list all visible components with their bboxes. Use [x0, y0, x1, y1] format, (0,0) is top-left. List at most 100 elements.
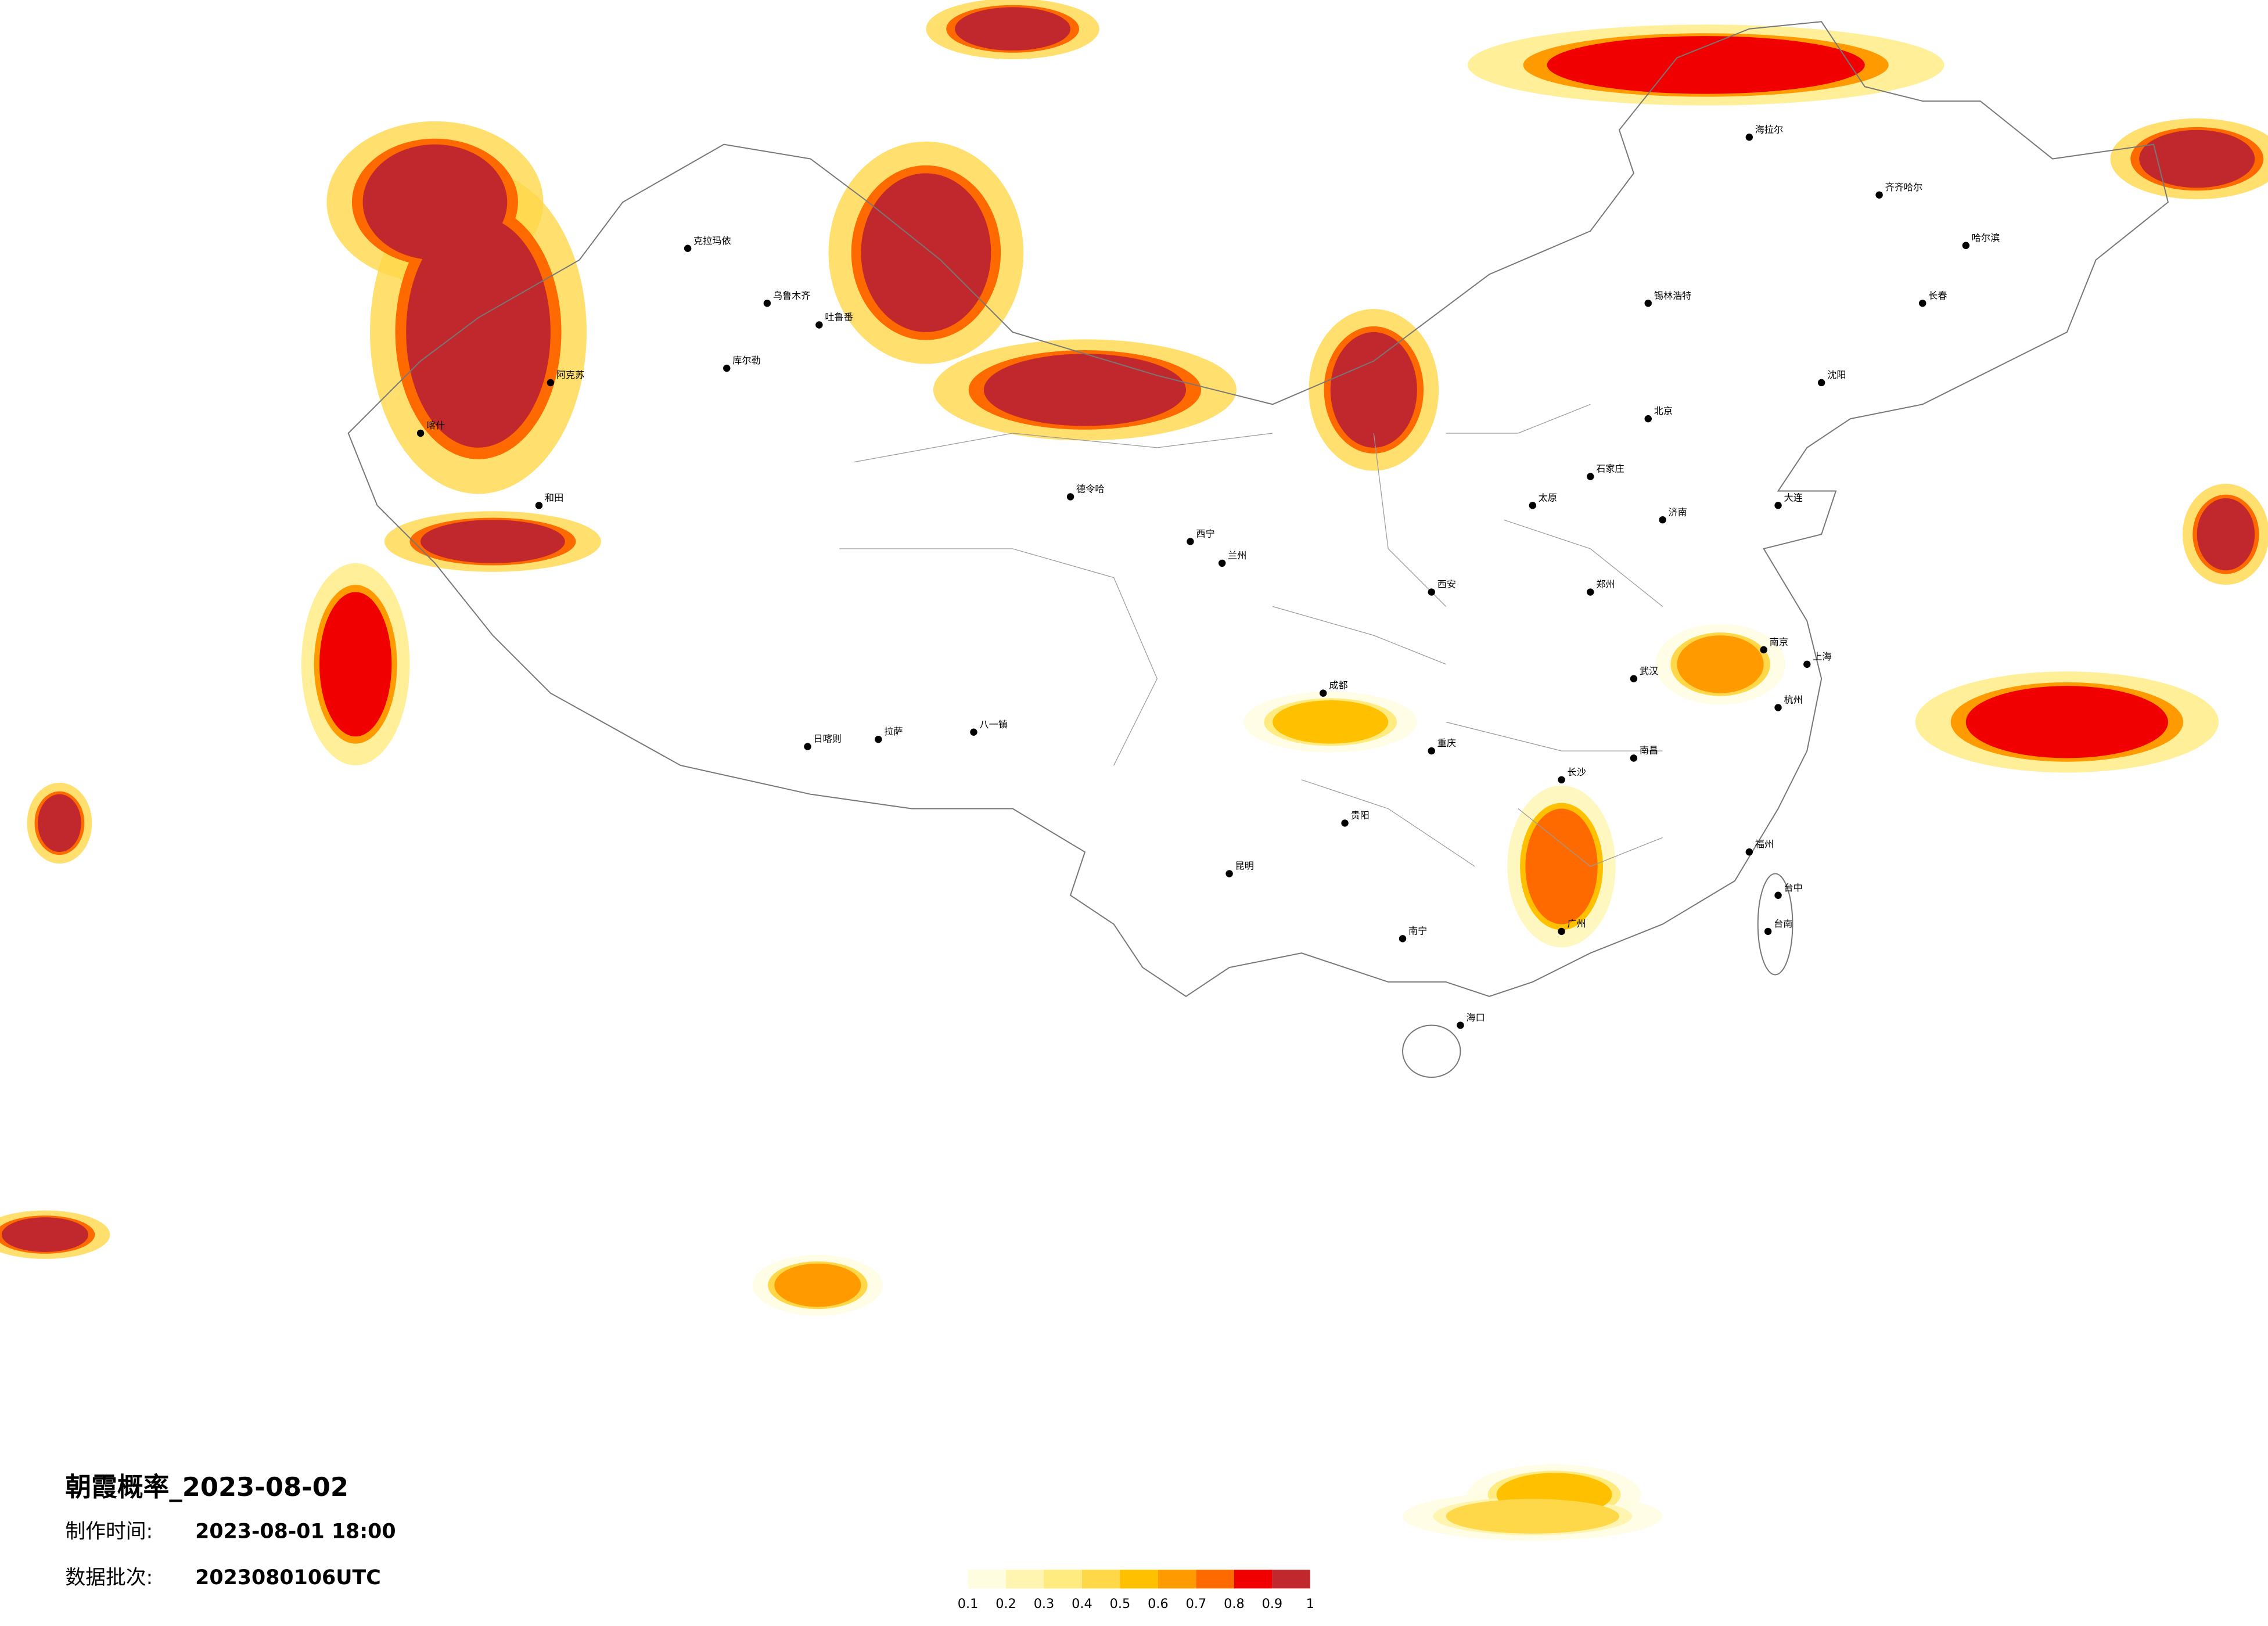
city-dot [1225, 870, 1233, 877]
city-dot [1341, 819, 1349, 827]
city-label: 哈尔滨 [1972, 232, 2000, 243]
city-label: 南宁 [1408, 925, 1427, 936]
city-label: 石家庄 [1596, 463, 1624, 474]
heat-core [774, 1263, 861, 1307]
city-label: 广州 [1568, 918, 1586, 929]
city-dot [1919, 299, 1926, 307]
city-label: 台中 [1784, 882, 1803, 893]
legend-swatch [1272, 1570, 1310, 1589]
city-label: 日喀则 [813, 733, 841, 744]
city-label: 海口 [1466, 1012, 1485, 1023]
city-label: 齐齐哈尔 [1885, 182, 1923, 193]
city-label: 重庆 [1437, 738, 1456, 749]
legend-tick-label: 0.3 [1034, 1596, 1055, 1611]
legend-swatch [1196, 1570, 1234, 1589]
city-dot [1760, 646, 1767, 654]
city-label: 贵阳 [1351, 810, 1370, 821]
city-label: 济南 [1669, 506, 1687, 517]
heat-core [1525, 808, 1598, 924]
legend-tick-label: 0.5 [1110, 1596, 1131, 1611]
city-dot [1764, 927, 1772, 936]
batch-label: 数据批次: [65, 1566, 153, 1589]
map-title: 朝霞概率_2023-08-02 [65, 1472, 348, 1502]
city-dot [1659, 516, 1666, 524]
city-dot [1774, 704, 1782, 711]
city-dot [547, 379, 555, 387]
legend-swatch [1234, 1570, 1273, 1589]
city-dot [535, 502, 543, 509]
heat-core [319, 592, 392, 737]
city-dot [1962, 242, 1970, 249]
city-dot [1187, 538, 1194, 545]
heat-core [1273, 700, 1389, 744]
legend-tick-label: 0.1 [958, 1596, 979, 1611]
city-label: 锡林浩特 [1654, 290, 1692, 301]
city-label: 杭州 [1784, 695, 1803, 706]
legend-tick-label: 0.7 [1186, 1596, 1207, 1611]
city-dot [1745, 134, 1753, 141]
city-dot [1428, 588, 1435, 596]
city-dot [1630, 754, 1638, 762]
heat-layer [0, 0, 2268, 1541]
province-borders [839, 404, 1663, 867]
city-dot [804, 743, 811, 750]
city-label: 南京 [1770, 636, 1788, 647]
city-dot [815, 321, 823, 329]
heat-core [955, 7, 1071, 51]
city-dot [1320, 689, 1327, 697]
city-label: 台南 [1774, 918, 1792, 929]
heat-core [1547, 36, 1865, 94]
city-label: 福州 [1755, 839, 1774, 850]
city-dot [1218, 559, 1226, 567]
city-label: 兰州 [1228, 550, 1246, 561]
heat-core [861, 173, 991, 332]
city-label: 南昌 [1640, 745, 1658, 756]
city-dot [1644, 415, 1652, 423]
city-dot [416, 429, 425, 437]
city-dot [970, 728, 977, 736]
legend-tick-label: 1 [1306, 1596, 1314, 1611]
made-time: 2023-08-01 18:00 [195, 1520, 396, 1543]
taiwan [1757, 873, 1793, 976]
city-label: 拉萨 [884, 726, 903, 737]
heat-core [2197, 498, 2255, 571]
city-dot [1529, 502, 1537, 509]
city-dot [1587, 588, 1594, 596]
city-dot [1399, 935, 1407, 942]
legend-tick-label: 0.6 [1148, 1596, 1169, 1611]
city-label: 武汉 [1640, 665, 1658, 677]
city-label: 成都 [1329, 680, 1347, 691]
heat-core [983, 354, 1187, 426]
city-label: 阿克苏 [556, 369, 584, 380]
city-dot [1774, 502, 1782, 509]
legend-swatch [968, 1570, 1007, 1589]
heat-core [1677, 635, 1764, 693]
legend-swatch [1006, 1570, 1044, 1589]
city-label: 德令哈 [1076, 483, 1104, 494]
heat-core [1965, 686, 2168, 758]
heat-core [1330, 332, 1417, 448]
city-label: 库尔勒 [732, 355, 760, 366]
heat-core [38, 794, 81, 852]
city-dot [1630, 675, 1638, 682]
legend-swatch [1158, 1570, 1196, 1589]
batch: 2023080106UTC [195, 1566, 381, 1589]
legend-tick-label: 0.9 [1262, 1596, 1283, 1611]
city-dot [1774, 891, 1782, 899]
city-label: 喀什 [426, 420, 445, 431]
city-dot [1803, 660, 1811, 668]
city-label: 西安 [1437, 579, 1456, 590]
legend-tick-label: 0.4 [1072, 1596, 1092, 1611]
made-label: 制作时间: [65, 1520, 153, 1543]
legend-swatch [1120, 1570, 1158, 1589]
city-label: 克拉玛依 [693, 235, 731, 246]
legend-tick-label: 0.2 [995, 1596, 1016, 1611]
city-label: 和田 [545, 492, 563, 503]
city-label: 八一镇 [979, 719, 1007, 730]
heat-core [1446, 1499, 1620, 1534]
heat-core [420, 520, 565, 563]
heat-core [406, 217, 551, 448]
